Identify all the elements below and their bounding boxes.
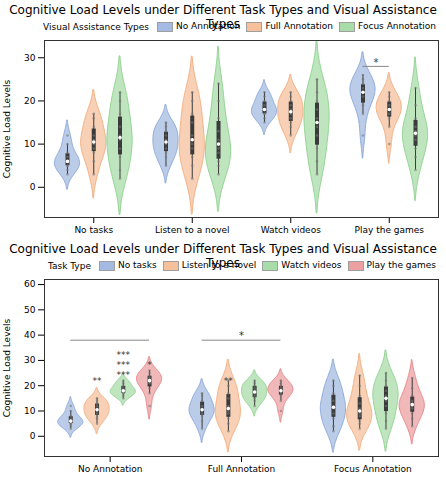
html-text:Focus Annotation: Focus Annotation <box>358 21 436 32</box>
svg-text:*: * <box>239 330 244 341</box>
svg-text:**: ** <box>93 376 103 386</box>
svg-text:Full Annotation: Full Annotation <box>208 464 276 474</box>
html-text:Task Type: Task Type <box>48 260 91 271</box>
svg-text:Cognitive Load Levels: Cognitive Load Levels <box>2 319 12 418</box>
html-text:Play the games: Play the games <box>366 260 436 271</box>
svg-text:***: *** <box>117 350 131 360</box>
svg-text:20: 20 <box>24 96 36 106</box>
html-text:Listen to a novel: Listen to a novel <box>181 260 257 271</box>
svg-text:10: 10 <box>24 406 36 416</box>
svg-text:30: 30 <box>24 53 36 63</box>
svg-text:No Annotation: No Annotation <box>78 464 142 474</box>
svg-text:No tasks: No tasks <box>74 225 113 235</box>
svg-text:Listen to a novel: Listen to a novel <box>155 225 230 235</box>
svg-text:0: 0 <box>30 431 36 441</box>
svg-text:***: *** <box>117 370 131 380</box>
svg-text:40: 40 <box>24 330 36 340</box>
html-text:Full Annotation: Full Annotation <box>265 21 334 32</box>
svg-text:30: 30 <box>24 355 36 365</box>
html-text:Cognitive Load Levels under Di: Cognitive Load Levels under Different Ta… <box>9 3 437 31</box>
svg-text:**: ** <box>224 376 234 386</box>
html-text:Watch videos: Watch videos <box>281 260 342 271</box>
html-text:Cognitive Load Levels under Di: Cognitive Load Levels under Different Ta… <box>9 242 437 270</box>
svg-text:Play the games: Play the games <box>355 225 425 235</box>
svg-text:Focus Annotation: Focus Annotation <box>334 464 412 474</box>
svg-text:*: * <box>374 57 379 68</box>
svg-text:50: 50 <box>24 305 36 315</box>
svg-text:Cognitive Load Levels: Cognitive Load Levels <box>2 80 12 179</box>
html-text:Visual Assistance Types: Visual Assistance Types <box>43 21 149 32</box>
svg-text:Watch videos: Watch videos <box>261 225 321 235</box>
html-text:No tasks: No tasks <box>117 260 157 271</box>
svg-text:***: *** <box>117 360 131 370</box>
svg-text:0: 0 <box>30 182 36 192</box>
svg-text:*: * <box>147 360 152 370</box>
svg-text:60: 60 <box>24 279 36 289</box>
svg-text:20: 20 <box>24 381 36 391</box>
svg-text:10: 10 <box>24 139 36 149</box>
html-text:No Annotation: No Annotation <box>176 21 241 32</box>
